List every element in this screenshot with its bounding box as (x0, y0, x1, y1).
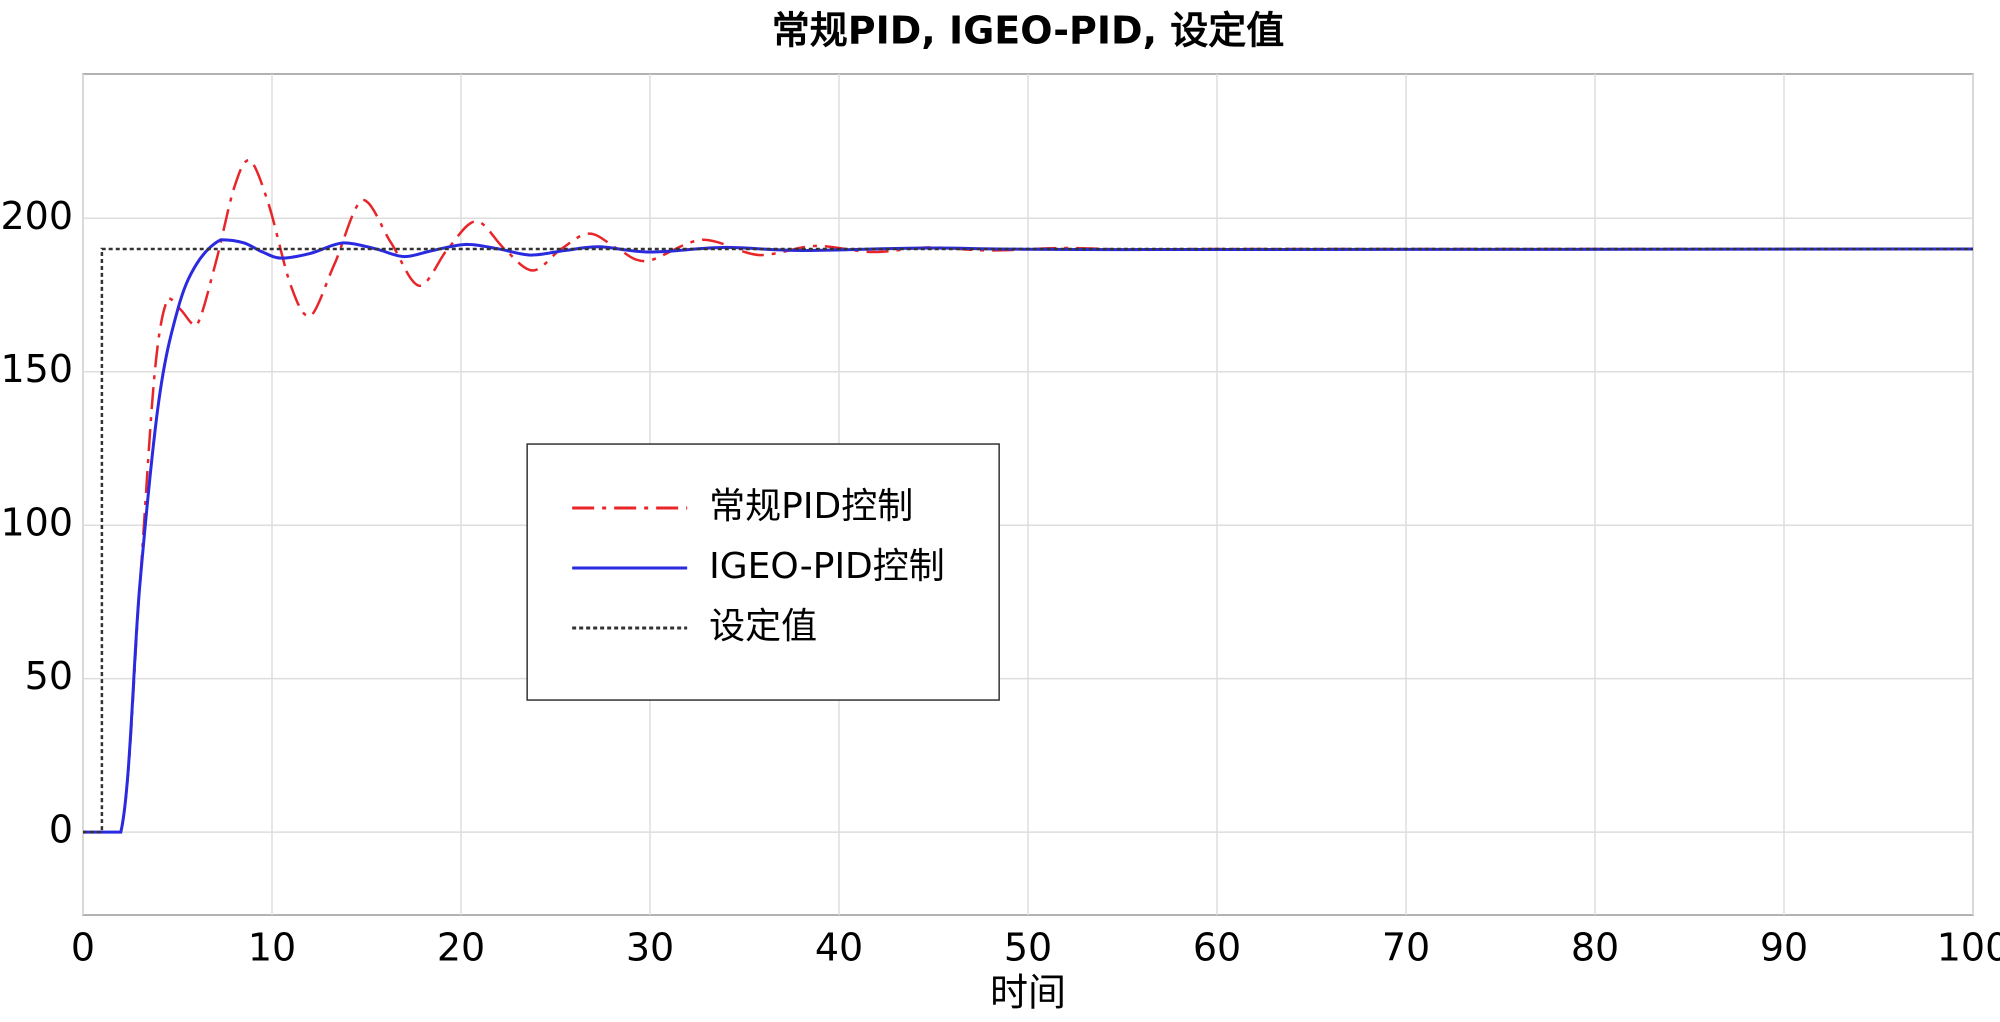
x-tick-label: 40 (815, 926, 863, 970)
legend-label: 设定值 (709, 606, 817, 647)
y-tick-label: 0 (49, 808, 73, 852)
chart-title: 常规PID, IGEO-PID, 设定值 (772, 9, 1284, 53)
x-tick-label: 90 (1760, 926, 1808, 970)
x-tick-label: 50 (1004, 926, 1052, 970)
legend-label: 常规PID控制 (709, 486, 913, 527)
y-tick-label: 200 (0, 194, 73, 238)
legend-box (526, 443, 1000, 701)
x-tick-label: 80 (1571, 926, 1619, 970)
x-tick-label: 10 (248, 926, 296, 970)
x-axis-label: 时间 (990, 971, 1066, 1015)
x-tick-label: 100 (1937, 926, 2000, 970)
data-line (82, 158, 1973, 834)
y-tick-label: 50 (25, 654, 73, 698)
x-tick-label: 70 (1382, 926, 1430, 970)
y-tick-label: 100 (0, 501, 73, 545)
legend-label: IGEO-PID控制 (709, 546, 945, 587)
data-line (82, 238, 1974, 834)
x-tick-label: 0 (71, 926, 95, 970)
data-line (82, 247, 1973, 834)
x-tick-label: 30 (626, 926, 674, 970)
y-tick-label: 150 (0, 347, 73, 391)
x-tick-label: 20 (437, 926, 485, 970)
x-tick-label: 60 (1193, 926, 1241, 970)
